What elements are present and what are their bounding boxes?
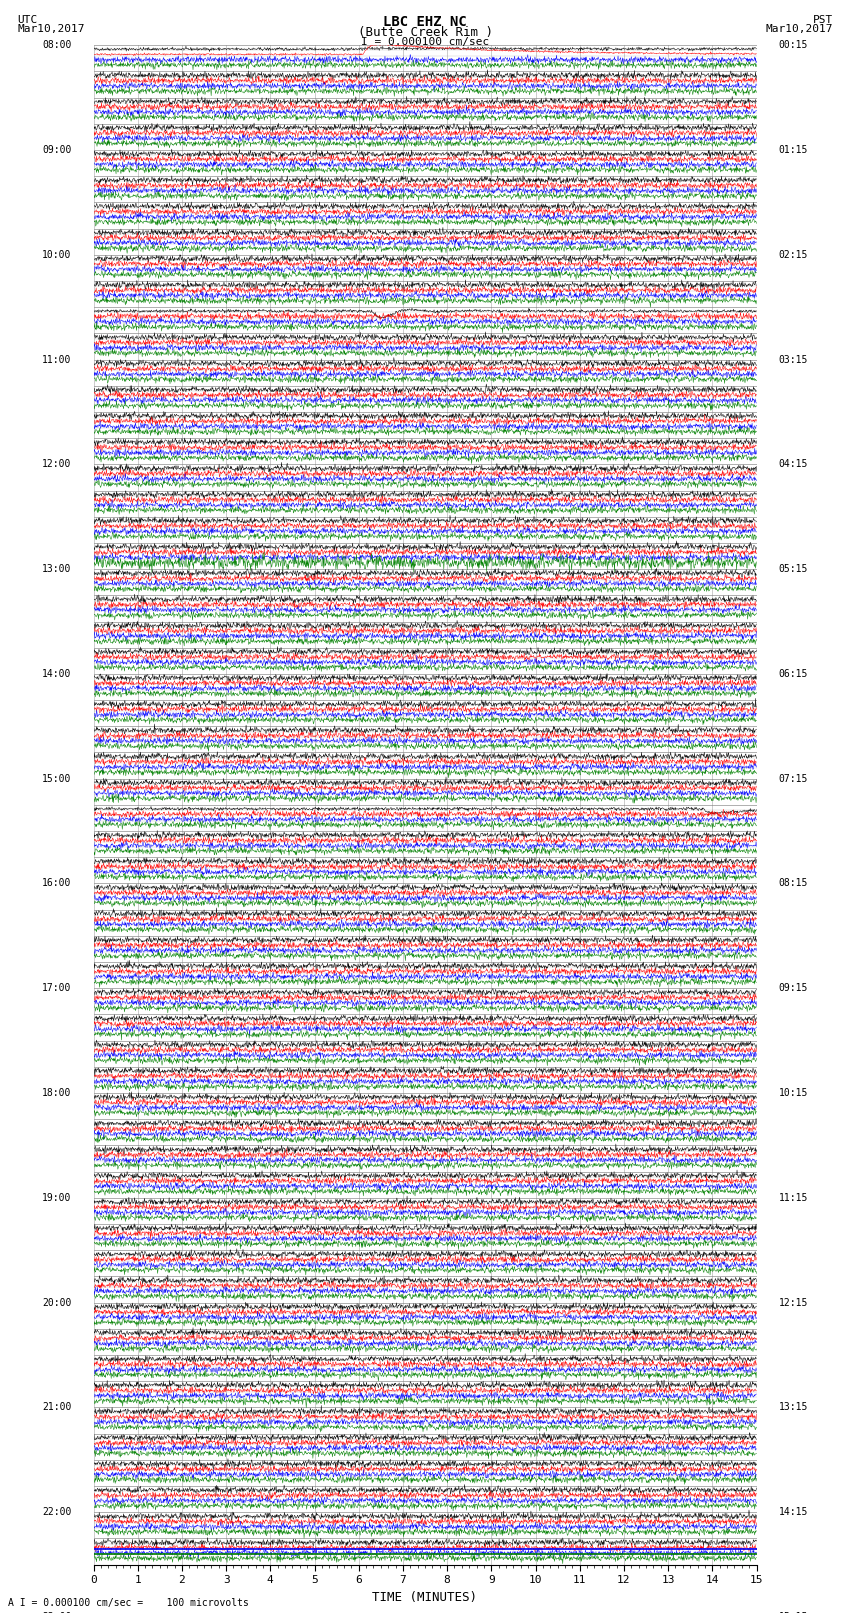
Text: 03:15: 03:15 bbox=[779, 355, 808, 365]
Text: 18:00: 18:00 bbox=[42, 1089, 71, 1098]
Text: 15:00: 15:00 bbox=[42, 774, 71, 784]
Text: PST: PST bbox=[813, 15, 833, 24]
Text: 14:00: 14:00 bbox=[42, 669, 71, 679]
Text: 13:15: 13:15 bbox=[779, 1402, 808, 1413]
Text: 16:00: 16:00 bbox=[42, 879, 71, 889]
Text: 10:15: 10:15 bbox=[779, 1089, 808, 1098]
Text: A I = 0.000100 cm/sec =    100 microvolts: A I = 0.000100 cm/sec = 100 microvolts bbox=[8, 1598, 249, 1608]
Text: 12:00: 12:00 bbox=[42, 460, 71, 469]
Text: 12:15: 12:15 bbox=[779, 1297, 808, 1308]
Text: 09:15: 09:15 bbox=[779, 984, 808, 994]
Text: 11:00: 11:00 bbox=[42, 355, 71, 365]
Text: 06:15: 06:15 bbox=[779, 669, 808, 679]
Text: 08:15: 08:15 bbox=[779, 879, 808, 889]
Text: 22:00: 22:00 bbox=[42, 1507, 71, 1518]
Text: 11:15: 11:15 bbox=[779, 1194, 808, 1203]
Text: 10:00: 10:00 bbox=[42, 250, 71, 260]
Text: 02:15: 02:15 bbox=[779, 250, 808, 260]
Text: 04:15: 04:15 bbox=[779, 460, 808, 469]
Text: 14:15: 14:15 bbox=[779, 1507, 808, 1518]
Text: UTC: UTC bbox=[17, 15, 37, 24]
X-axis label: TIME (MINUTES): TIME (MINUTES) bbox=[372, 1590, 478, 1603]
Text: 09:00: 09:00 bbox=[42, 145, 71, 155]
Text: I = 0.000100 cm/sec: I = 0.000100 cm/sec bbox=[361, 37, 489, 47]
Text: 21:00: 21:00 bbox=[42, 1402, 71, 1413]
Text: 13:00: 13:00 bbox=[42, 565, 71, 574]
Text: 05:15: 05:15 bbox=[779, 565, 808, 574]
Text: Mar10,2017: Mar10,2017 bbox=[17, 24, 84, 34]
Text: LBC EHZ NC: LBC EHZ NC bbox=[383, 15, 467, 29]
Text: 07:15: 07:15 bbox=[779, 774, 808, 784]
Text: (Butte Creek Rim ): (Butte Creek Rim ) bbox=[358, 26, 492, 39]
Text: 08:00: 08:00 bbox=[42, 40, 71, 50]
Text: 19:00: 19:00 bbox=[42, 1194, 71, 1203]
Text: 20:00: 20:00 bbox=[42, 1297, 71, 1308]
Text: Mar10,2017: Mar10,2017 bbox=[766, 24, 833, 34]
Text: 00:15: 00:15 bbox=[779, 40, 808, 50]
Text: 17:00: 17:00 bbox=[42, 984, 71, 994]
Text: 01:15: 01:15 bbox=[779, 145, 808, 155]
